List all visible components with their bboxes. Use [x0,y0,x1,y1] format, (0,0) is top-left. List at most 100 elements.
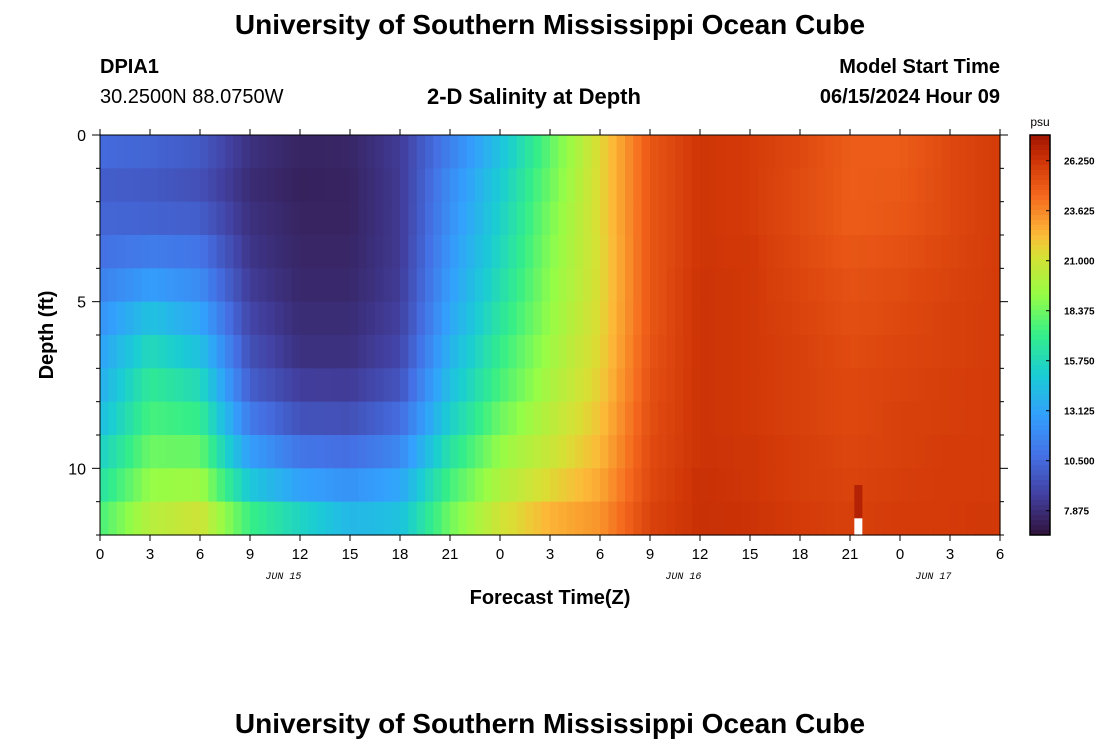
heatmap-cell [516,235,526,269]
heatmap-cell [358,335,368,369]
y-axis-label: Depth (ft) [36,291,58,380]
heatmap-cell [625,301,634,336]
heatmap-cell [283,335,293,369]
heatmap-cell [166,168,176,203]
heatmap-cell [750,501,759,536]
heatmap-cell [875,335,884,369]
heatmap-cell [258,135,268,169]
heatmap-cell [175,235,184,269]
heatmap-cell [450,268,459,303]
heatmap-cell [900,435,909,469]
heatmap-cell [825,135,834,169]
heatmap-cell [191,168,201,203]
heatmap-cell [141,501,151,536]
heatmap-cell [233,435,243,469]
heatmap-cell [125,135,134,169]
heatmap-cell [350,501,359,536]
heatmap-cell [266,135,276,169]
heatmap-cell [258,335,268,369]
heatmap-cell [683,468,693,503]
heatmap-cell [191,135,201,169]
heatmap-cell [191,268,201,303]
heatmap-cell [641,135,651,169]
heatmap-cell [583,435,593,469]
heatmap-cell [483,135,493,169]
heatmap-cell [816,468,826,503]
heatmap-cell [675,135,684,169]
heatmap-cell [275,368,284,403]
heatmap-cell [341,135,351,169]
heatmap-cell [466,168,476,203]
heatmap-cell [508,435,518,469]
heatmap-cell [708,435,718,469]
heatmap-cell [466,268,476,303]
heatmap-cell [933,401,943,436]
heatmap-cell [400,301,409,336]
heatmap-cell [491,501,501,536]
heatmap-cell [241,168,251,203]
heatmap-cell [650,168,659,203]
heatmap-cell [266,468,276,503]
heatmap-cell [950,135,959,169]
heatmap-cell [691,501,701,536]
heatmap-cell [225,368,234,403]
heatmap-cell [875,501,884,536]
heatmap-cell [508,201,518,236]
heatmap-cell [525,235,534,269]
heatmap-cell [366,201,376,236]
heatmap-cell [525,401,534,436]
heatmap-cell [158,435,168,469]
heatmap-cell [258,435,268,469]
heatmap-cell [766,168,776,203]
heatmap-cell [175,468,184,503]
heatmap-cell [100,335,109,369]
heatmap-cell [550,435,559,469]
colorbar-segment [1030,335,1050,341]
heatmap-cell [458,235,468,269]
heatmap-cell [666,468,676,503]
heatmap-cell [450,135,459,169]
heatmap-cell [516,435,526,469]
heatmap-cell [991,435,1001,469]
heatmap-cell [308,201,318,236]
heatmap-cell [475,235,484,269]
heatmap-cell [708,268,718,303]
heatmap-cell [508,368,518,403]
colorbar-segment [1030,445,1050,451]
heatmap-cell [183,501,193,536]
heatmap-cell [508,168,518,203]
heatmap-cell [500,401,509,436]
colorbar-segment [1030,240,1050,246]
heatmap-cell [425,201,434,236]
heatmap-cell [166,301,176,336]
heatmap-cell [583,201,593,236]
heatmap-cell [191,301,201,336]
heatmap-cell [208,501,218,536]
heatmap-cell [900,168,909,203]
heatmap-cell [741,201,751,236]
heatmap-cell [425,235,434,269]
heatmap-cell [683,235,693,269]
heatmap-cell [791,168,801,203]
heatmap-cell [558,401,568,436]
heatmap-cell [441,501,451,536]
colorbar-segment [1030,475,1050,481]
heatmap-cell [958,468,968,503]
heatmap-cell [200,268,209,303]
heatmap-cell [383,368,393,403]
heatmap-cell [733,335,743,369]
heatmap-cell [191,335,201,369]
heatmap-cell [483,301,493,336]
heatmap-cell [725,435,734,469]
colorbar-segment [1030,360,1050,366]
heatmap-cell [633,301,643,336]
heatmap-cell [541,168,551,203]
heatmap-cell [300,268,309,303]
heatmap-cell [183,135,193,169]
heatmap-cell [841,435,851,469]
heatmap-cell [833,468,843,503]
heatmap-cell [516,301,526,336]
heatmap-cell [591,501,601,536]
heatmap-cell [816,135,826,169]
heatmap-cell [241,235,251,269]
